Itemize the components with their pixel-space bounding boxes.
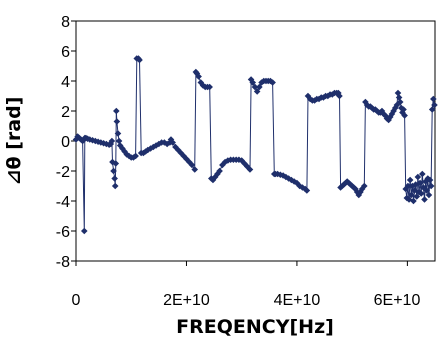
y-axis-title: ⊿θ [rad] — [3, 97, 25, 186]
data-point-marker — [413, 193, 421, 200]
y-tick-label: -2 — [56, 164, 70, 181]
data-point-marker — [253, 88, 261, 95]
data-point-marker — [336, 92, 343, 100]
data-point-marker — [411, 187, 418, 194]
x-tick-label: 6E+10 — [374, 292, 421, 309]
data-point-marker — [199, 82, 207, 89]
data-point-marker — [258, 79, 265, 86]
x-tick-label: 2E+10 — [163, 292, 210, 309]
data-point-marker — [108, 137, 116, 145]
data-point-marker — [378, 107, 386, 115]
data-point-marker — [112, 160, 120, 167]
data-point-marker — [409, 182, 416, 190]
data-point-marker — [206, 83, 213, 91]
data-point-marker — [195, 73, 202, 80]
y-tick-label: 6 — [61, 44, 70, 61]
data-point-marker — [191, 166, 199, 173]
y-tick-label: -4 — [56, 194, 70, 211]
data-point-marker — [169, 139, 176, 146]
data-point-marker — [417, 190, 425, 197]
data-point-marker — [412, 181, 419, 188]
series-layer — [72, 55, 438, 235]
data-point-marker — [320, 94, 327, 101]
data-point-marker — [421, 196, 428, 203]
data-point-marker — [80, 227, 88, 235]
data-point-marker — [406, 176, 414, 184]
y-tick-label: 8 — [61, 14, 70, 31]
data-point-marker — [431, 101, 438, 109]
data-point-marker — [324, 92, 332, 100]
data-point-marker — [416, 179, 424, 187]
data-point-marker — [111, 182, 119, 190]
x-axis-ticks: 0 2E+10 4E+10 6E+10 — [72, 261, 421, 309]
y-tick-label: -8 — [56, 254, 70, 271]
data-point-marker — [115, 137, 123, 145]
y-tick-label: -6 — [56, 224, 70, 241]
x-tick-label: 4E+10 — [274, 292, 321, 309]
data-point-marker — [293, 179, 301, 187]
data-point-marker — [269, 79, 276, 86]
data-point-marker — [246, 166, 254, 173]
data-point-marker — [315, 95, 323, 103]
data-point-marker — [132, 152, 139, 160]
data-point-marker — [381, 112, 389, 119]
data-point-marker — [355, 191, 363, 199]
data-point-marker — [414, 173, 422, 181]
data-point-marker — [352, 185, 359, 193]
data-point-marker — [401, 112, 408, 119]
data-point-marker — [385, 116, 392, 124]
data-point-marker — [353, 188, 361, 196]
data-point-marker — [404, 182, 412, 190]
data-point-marker — [405, 196, 413, 203]
data-point-marker — [136, 56, 143, 64]
data-point-marker — [418, 170, 426, 178]
data-point-marker — [303, 187, 311, 194]
data-point-marker — [430, 95, 437, 103]
x-tick-label: 0 — [72, 292, 81, 309]
data-point-marker — [110, 167, 117, 175]
y-tick-label: 0 — [61, 134, 70, 151]
data-point-marker — [426, 176, 434, 184]
plot-frame — [75, 20, 436, 262]
data-point-marker — [290, 178, 298, 185]
data-point-marker — [396, 98, 404, 106]
y-tick-label: 2 — [61, 104, 70, 121]
data-point-marker — [395, 94, 403, 101]
data-point-marker — [423, 187, 431, 194]
data-point-marker — [410, 197, 417, 205]
data-point-marker — [113, 107, 120, 115]
data-point-marker — [256, 83, 263, 91]
data-point-marker — [415, 188, 423, 196]
data-point-marker — [188, 161, 196, 169]
data-point-marker — [288, 176, 295, 184]
y-axis-ticks: 8 6 4 2 0 -2 -4 -6 -8 — [56, 14, 76, 271]
data-point-marker — [251, 83, 259, 91]
data-point-marker — [114, 130, 122, 137]
data-point-marker — [361, 182, 368, 190]
data-point-marker — [267, 77, 274, 85]
data-point-marker — [407, 191, 415, 199]
data-point-marker — [428, 106, 436, 113]
data-point-marker — [111, 175, 118, 182]
data-point-marker — [394, 89, 402, 97]
data-point-marker — [197, 79, 205, 86]
data-point-marker — [296, 182, 303, 190]
data-point-marker — [113, 118, 121, 125]
data-point-marker — [216, 167, 223, 175]
data-point-marker — [400, 106, 407, 113]
data-point-marker — [425, 191, 433, 199]
data-point-marker — [427, 182, 435, 190]
data-point-marker — [285, 175, 292, 182]
x-axis-title: FREQENCY[Hz] — [176, 316, 334, 338]
y-tick-label: 4 — [61, 74, 70, 91]
data-point-marker — [249, 79, 257, 86]
